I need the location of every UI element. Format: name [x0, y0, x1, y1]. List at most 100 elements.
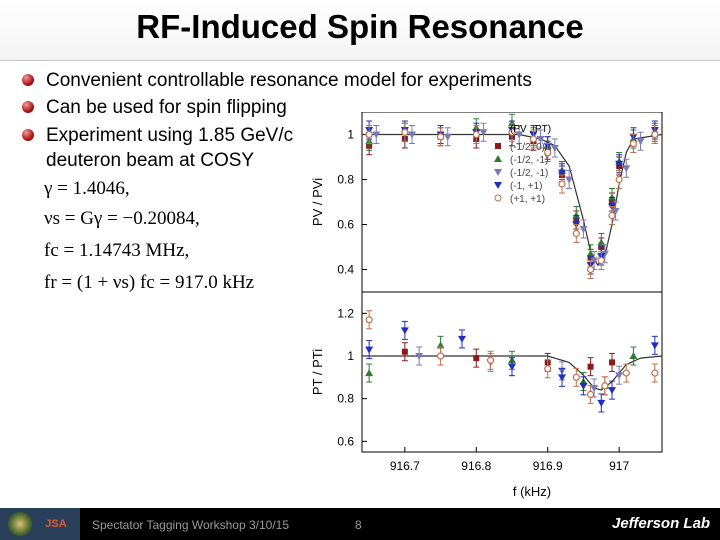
- data-point: [586, 265, 595, 274]
- title-bar: RF-Induced Spin Resonance: [0, 0, 720, 61]
- data-point: [458, 335, 466, 343]
- data-point: [597, 399, 606, 407]
- data-point: [558, 169, 566, 177]
- footer-logo-area: JSA: [0, 508, 80, 540]
- data-point: [472, 130, 480, 139]
- y-tick-label: 1: [347, 128, 354, 142]
- data-point: [651, 130, 659, 139]
- data-point: [590, 257, 599, 265]
- data-point: [587, 363, 594, 370]
- plot-frame: [361, 291, 663, 453]
- data-point: [615, 160, 624, 168]
- data-point: [529, 135, 538, 143]
- data-point: [436, 133, 445, 141]
- bullet-text: Convenient controllable resonance model …: [46, 70, 532, 91]
- legend-entry: (-1/2, 0): [510, 142, 545, 153]
- data-point: [408, 131, 416, 139]
- data-point: [622, 165, 631, 173]
- y-tick-label: 0.4: [337, 263, 354, 277]
- y-axis-label: PV / PVi: [310, 178, 325, 226]
- data-point: [515, 131, 524, 139]
- y-tick-label: 0.8: [337, 392, 354, 406]
- bullet-text: deuteron beam at COSY: [46, 150, 255, 171]
- data-point: [608, 387, 616, 395]
- data-point: [401, 128, 409, 136]
- equation-spin-tune: νs = Gγ = −0.20084,: [44, 208, 200, 229]
- legend-marker: [494, 155, 502, 162]
- data-point: [629, 352, 638, 359]
- x-tick-label: 916.8: [461, 459, 491, 473]
- footer-bar: JSA Spectator Tagging Workshop 3/10/15 8…: [0, 508, 720, 540]
- data-point: [590, 385, 599, 392]
- x-tick-label: 916.7: [390, 459, 420, 473]
- data-point: [473, 355, 480, 362]
- x-tick-label: 917: [609, 459, 629, 473]
- equation-gamma: γ = 1.4046,: [44, 178, 130, 199]
- data-point: [401, 348, 408, 355]
- data-point: [508, 128, 516, 136]
- data-point: [609, 359, 615, 366]
- data-point: [365, 130, 373, 139]
- y-axis-label: PT / PTi: [310, 349, 325, 395]
- data-point: [558, 374, 566, 382]
- y-tick-label: 0.6: [337, 434, 354, 448]
- data-point: [365, 369, 374, 377]
- legend-marker: [494, 182, 502, 189]
- x-tick-label: 916.9: [533, 459, 563, 473]
- data-point: [650, 342, 659, 350]
- legend-title: (PV , PT): [510, 124, 551, 135]
- data-point: [365, 316, 373, 324]
- data-point: [586, 249, 595, 257]
- data-point: [579, 382, 588, 390]
- legend-entry: (+1, +1): [510, 194, 545, 205]
- y-tick-label: 0.6: [337, 218, 354, 232]
- legend-entry: (-1/2, -1): [510, 155, 548, 166]
- data-point: [600, 250, 609, 258]
- y-tick-label: 1: [347, 349, 354, 363]
- data-point: [436, 352, 445, 360]
- legend-entry: (-1, +1): [510, 181, 543, 192]
- data-point: [365, 346, 374, 354]
- data-point: [651, 369, 659, 377]
- page-number: 8: [355, 518, 362, 532]
- bullet-text: Experiment using 1.85 GeV/c: [46, 125, 294, 146]
- data-point: [572, 229, 580, 238]
- bullet-icon: [22, 74, 34, 86]
- data-point: [443, 133, 452, 141]
- data-point: [372, 131, 381, 139]
- footer-workshop: Spectator Tagging Workshop 3/10/15: [92, 518, 290, 532]
- slide-title: RF-Induced Spin Resonance: [136, 8, 584, 45]
- data-point: [544, 365, 552, 373]
- data-point: [536, 136, 545, 143]
- bullet-icon: [22, 129, 34, 141]
- data-point: [550, 145, 559, 152]
- jefferson-lab-logo: Jefferson Lab: [612, 515, 711, 532]
- legend-entry: (-1/2, -1): [510, 168, 548, 179]
- y-tick-label: 1.2: [337, 306, 354, 320]
- data-point: [544, 148, 552, 157]
- data-point: [479, 129, 488, 137]
- data-point: [486, 356, 495, 364]
- legend-marker: [494, 194, 502, 202]
- data-point: [636, 138, 645, 146]
- data-point: [615, 175, 623, 184]
- x-axis-label: f (kHz): [513, 484, 551, 499]
- doe-seal-icon: [8, 512, 32, 536]
- data-point: [565, 176, 574, 184]
- data-point: [611, 208, 620, 215]
- data-point: [572, 373, 580, 381]
- y-tick-label: 0.8: [337, 173, 354, 187]
- legend-marker: [494, 169, 502, 176]
- data-point: [597, 238, 606, 246]
- data-point: [400, 327, 409, 335]
- equation-resonance-frequency: fr = (1 + νs) fc = 917.0 kHz: [44, 272, 255, 293]
- data-point: [415, 353, 424, 360]
- data-point: [597, 256, 605, 265]
- data-point: [629, 139, 638, 148]
- bullet-icon: [22, 101, 34, 113]
- data-point: [579, 226, 588, 233]
- legend-marker: [495, 143, 501, 149]
- equation-cyclotron-frequency: fc = 1.14743 MHz,: [44, 240, 190, 261]
- bullet-text: Can be used for spin flipping: [46, 97, 287, 118]
- data-point: [608, 211, 616, 220]
